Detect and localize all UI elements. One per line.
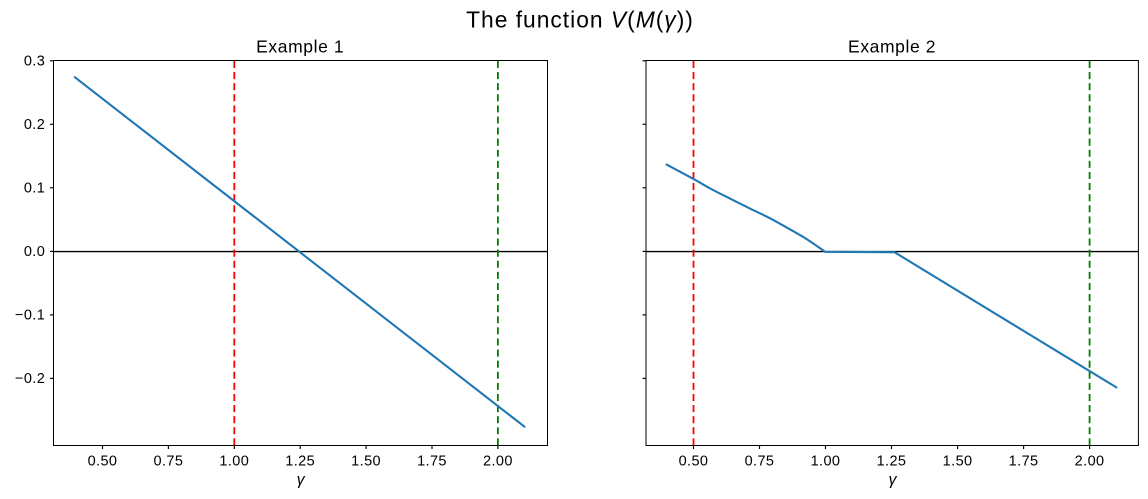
svg-text:−0.2: −0.2	[15, 371, 45, 387]
svg-text:γ: γ	[889, 472, 898, 489]
svg-text:Example 2: Example 2	[848, 37, 936, 57]
svg-text:1.75: 1.75	[417, 454, 447, 470]
svg-text:1.25: 1.25	[285, 454, 315, 470]
svg-text:0.1: 0.1	[24, 181, 45, 197]
svg-text:−0.1: −0.1	[15, 308, 45, 324]
svg-text:Example 1: Example 1	[256, 37, 344, 57]
svg-text:1.75: 1.75	[1009, 454, 1039, 470]
svg-text:2.00: 2.00	[483, 454, 513, 470]
svg-text:1.25: 1.25	[877, 454, 907, 470]
svg-text:1.00: 1.00	[219, 454, 249, 470]
svg-text:0.75: 0.75	[745, 454, 775, 470]
svg-text:0.2: 0.2	[24, 117, 45, 133]
svg-text:γ: γ	[297, 472, 306, 489]
svg-text:0.3: 0.3	[24, 54, 45, 70]
svg-text:1.00: 1.00	[811, 454, 841, 470]
svg-text:1.50: 1.50	[943, 454, 973, 470]
svg-text:0.0: 0.0	[24, 244, 45, 260]
svg-text:0.75: 0.75	[153, 454, 183, 470]
svg-text:0.50: 0.50	[679, 454, 709, 470]
svg-text:1.50: 1.50	[351, 454, 381, 470]
svg-text:The function V(M(γ)): The function V(M(γ))	[466, 7, 694, 33]
svg-text:0.50: 0.50	[88, 454, 118, 470]
svg-text:2.00: 2.00	[1075, 454, 1105, 470]
